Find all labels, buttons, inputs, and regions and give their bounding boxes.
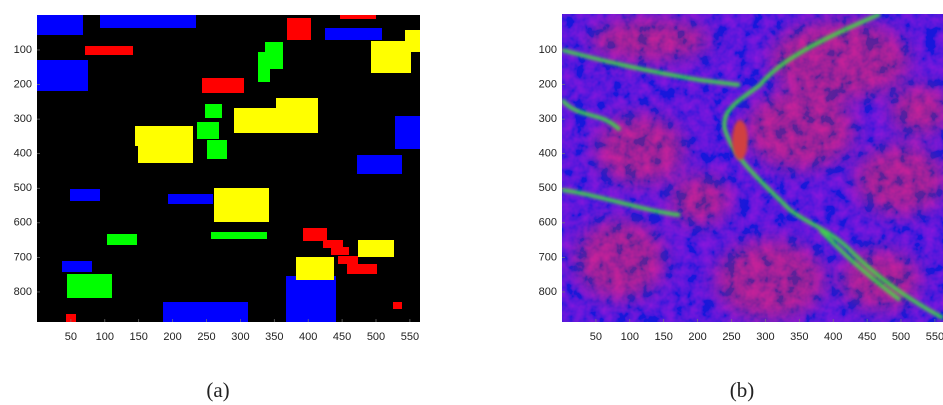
y-tick-label: 500 bbox=[539, 182, 557, 194]
y-tick-label: 300 bbox=[539, 113, 557, 125]
y-tick-label: 800 bbox=[539, 286, 557, 298]
y-tick-label: 600 bbox=[14, 217, 32, 229]
x-tick-label: 50 bbox=[65, 331, 77, 343]
false-color-image bbox=[562, 14, 943, 322]
panel-label: (b) bbox=[730, 378, 755, 402]
y-tick-label: 400 bbox=[14, 148, 32, 160]
x-tick-label: 450 bbox=[858, 331, 876, 343]
y-tick-label: 200 bbox=[14, 78, 32, 90]
x-tick-label: 450 bbox=[333, 331, 351, 343]
x-tick-label: 300 bbox=[756, 331, 774, 343]
y-tick-label: 700 bbox=[14, 251, 32, 263]
y-tick-label: 200 bbox=[539, 78, 557, 90]
x-tick-label: 500 bbox=[892, 331, 910, 343]
x-tick-label: 250 bbox=[722, 331, 740, 343]
x-tick-label: 100 bbox=[621, 331, 639, 343]
x-tick-label: 550 bbox=[401, 331, 419, 343]
y-tick-label: 300 bbox=[14, 113, 32, 125]
x-tick-label: 300 bbox=[231, 331, 249, 343]
x-tick-label: 400 bbox=[299, 331, 317, 343]
y-tick-label: 100 bbox=[14, 44, 32, 56]
x-tick-label: 150 bbox=[130, 331, 148, 343]
y-tick-label: 800 bbox=[14, 286, 32, 298]
y-tick-label: 500 bbox=[14, 182, 32, 194]
ground-truth-image bbox=[37, 15, 420, 322]
x-tick-label: 250 bbox=[197, 331, 215, 343]
panel-label: (a) bbox=[206, 378, 229, 402]
x-tick-label: 500 bbox=[367, 331, 385, 343]
x-tick-label: 550 bbox=[926, 331, 943, 343]
y-tick-label: 700 bbox=[539, 251, 557, 263]
x-tick-label: 400 bbox=[824, 331, 842, 343]
x-tick-label: 350 bbox=[265, 331, 283, 343]
x-tick-label: 50 bbox=[590, 331, 602, 343]
x-tick-label: 200 bbox=[688, 331, 706, 343]
x-tick-label: 100 bbox=[96, 331, 114, 343]
x-tick-label: 200 bbox=[163, 331, 181, 343]
x-tick-label: 350 bbox=[790, 331, 808, 343]
y-tick-label: 400 bbox=[539, 148, 557, 160]
y-tick-label: 600 bbox=[539, 217, 557, 229]
y-tick-label: 100 bbox=[539, 44, 557, 56]
x-tick-label: 150 bbox=[655, 331, 673, 343]
